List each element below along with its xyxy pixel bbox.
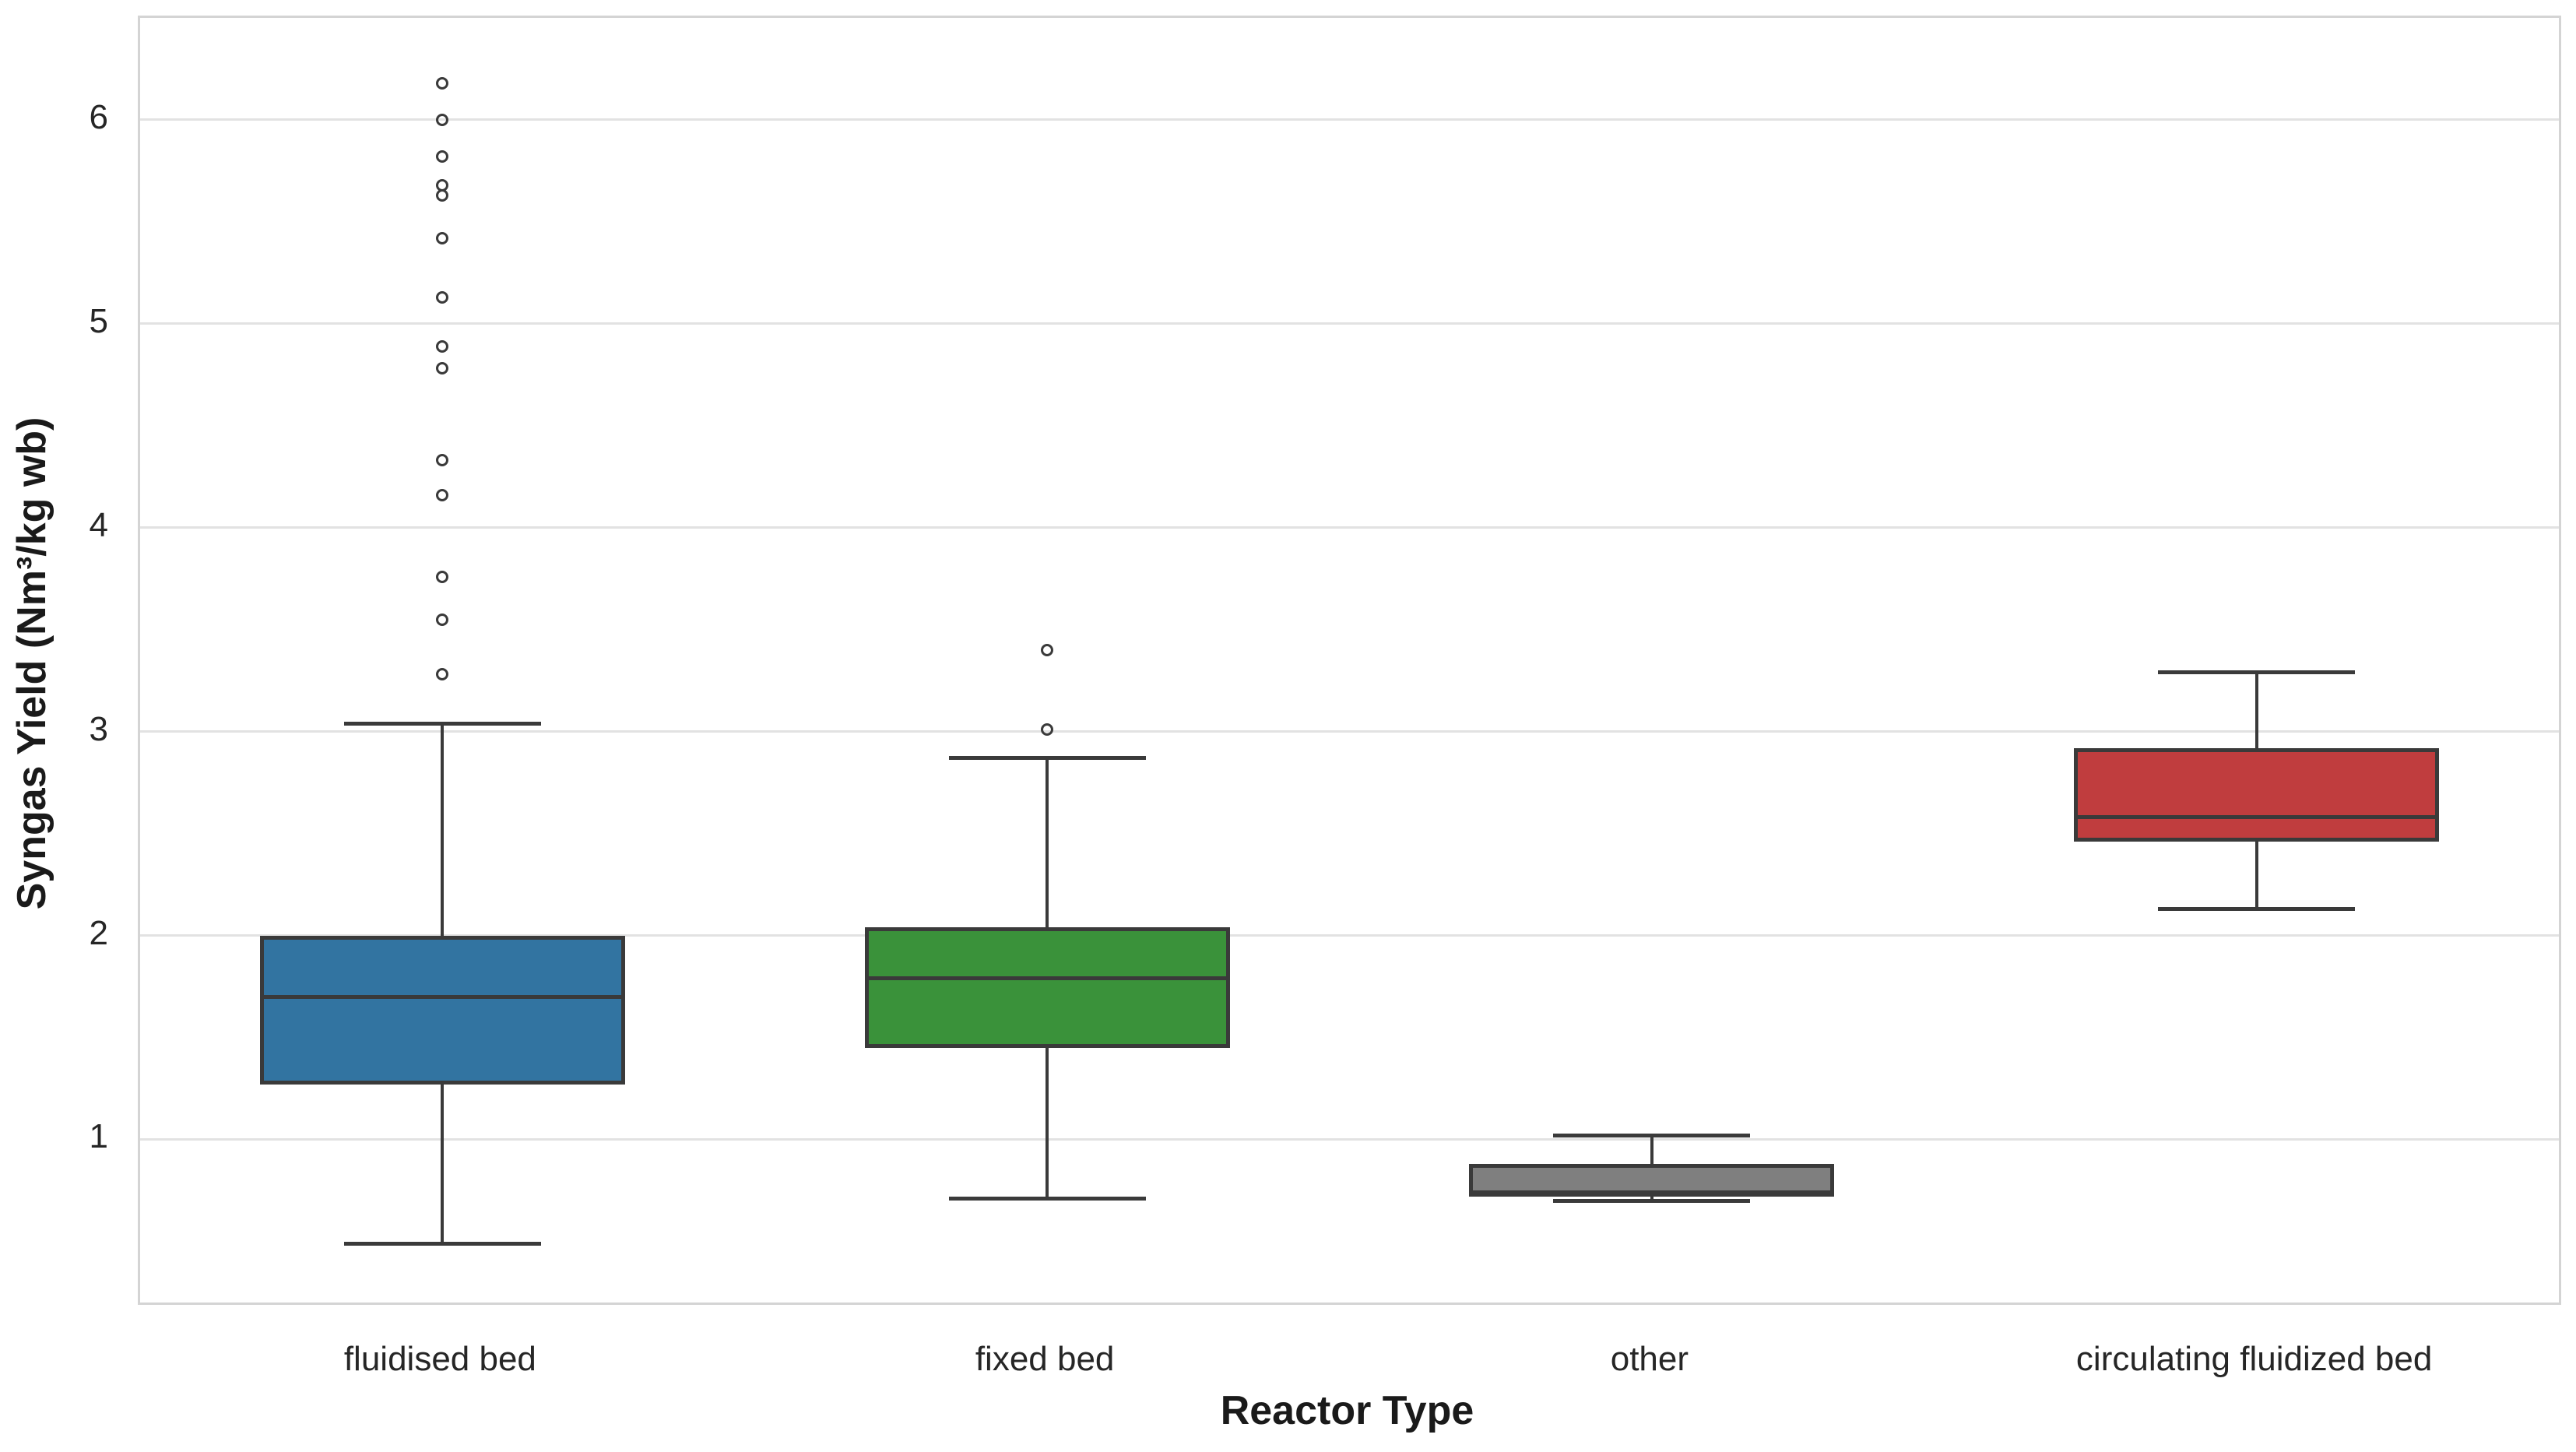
x-tick-label: fixed bed [975, 1340, 1115, 1378]
whisker-cap [343, 721, 541, 726]
y-tick-label: 6 [89, 97, 108, 136]
whisker-cap [2158, 670, 2356, 675]
x-tick-label: circulating fluidized bed [2075, 1340, 2433, 1378]
outlier-point [436, 76, 449, 90]
y-gridline [140, 934, 2559, 937]
y-tick-label: 5 [89, 301, 108, 340]
outlier-point [436, 613, 449, 626]
y-gridline [140, 1137, 2559, 1141]
median-line [2078, 815, 2436, 820]
whisker-cap [1553, 1198, 1751, 1203]
outlier-point [436, 150, 449, 163]
y-gridline [140, 322, 2559, 325]
x-axis-label: Reactor Type [1220, 1388, 1474, 1433]
outlier-point [436, 113, 449, 126]
y-tick-label: 4 [89, 505, 108, 544]
outlier-point [436, 488, 449, 501]
outlier-point [436, 362, 449, 375]
whisker-cap [948, 756, 1146, 761]
whisker-cap [2158, 907, 2356, 912]
whisker-cap [948, 1196, 1146, 1201]
y-gridline [140, 730, 2559, 733]
median-line [868, 976, 1226, 981]
outlier-point [436, 231, 449, 244]
outlier-point [436, 178, 449, 192]
outlier-point [436, 290, 449, 304]
outlier-point [436, 339, 449, 353]
y-tick-label: 3 [89, 709, 108, 748]
median-line [263, 994, 621, 999]
y-tick-label: 2 [89, 913, 108, 952]
outlier-point [1041, 723, 1054, 737]
box-fluidised-bed [259, 935, 625, 1085]
outlier-point [436, 570, 449, 583]
box-fixed-bed [864, 927, 1230, 1048]
outlier-point [436, 668, 449, 681]
y-axis-label: Syngas Yield (Nm³/kg wb) [9, 417, 54, 910]
whisker-cap [343, 1241, 541, 1246]
whisker-cap [1553, 1133, 1751, 1137]
median-line [1473, 1190, 1831, 1195]
box-circulating-fluidized-bed [2074, 747, 2440, 842]
outlier-point [436, 454, 449, 467]
plot-area [138, 16, 2561, 1305]
y-gridline [140, 118, 2559, 121]
y-tick-label: 1 [89, 1117, 108, 1156]
y-gridline [140, 526, 2559, 529]
x-tick-label: fluidised bed [343, 1340, 536, 1378]
x-tick-label: other [1610, 1340, 1689, 1378]
outlier-point [1041, 643, 1054, 656]
